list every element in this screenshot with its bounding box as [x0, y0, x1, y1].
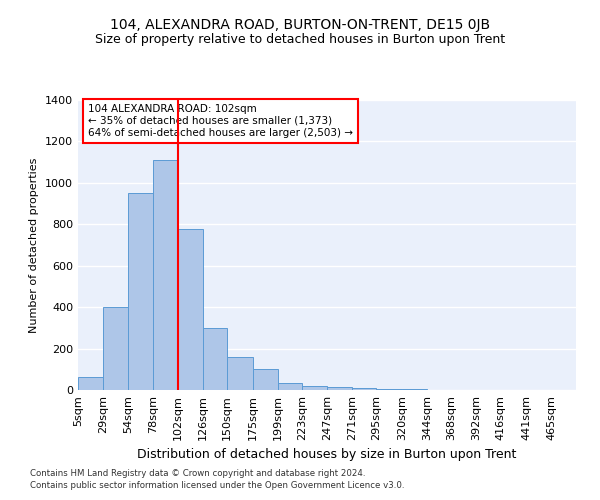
Bar	[128, 193, 153, 390]
Text: Size of property relative to detached houses in Burton upon Trent: Size of property relative to detached ho…	[95, 32, 505, 46]
Y-axis label: Number of detached properties: Number of detached properties	[29, 158, 40, 332]
Bar	[278, 383, 302, 390]
Text: 104 ALEXANDRA ROAD: 102sqm
← 35% of detached houses are smaller (1,373)
64% of s: 104 ALEXANDRA ROAD: 102sqm ← 35% of deta…	[88, 104, 353, 138]
Bar	[327, 387, 352, 390]
Bar	[253, 370, 278, 390]
Text: Contains public sector information licensed under the Open Government Licence v3: Contains public sector information licen…	[30, 481, 404, 490]
Text: 104, ALEXANDRA ROAD, BURTON-ON-TRENT, DE15 0JB: 104, ALEXANDRA ROAD, BURTON-ON-TRENT, DE…	[110, 18, 490, 32]
Bar	[103, 307, 128, 390]
X-axis label: Distribution of detached houses by size in Burton upon Trent: Distribution of detached houses by size …	[137, 448, 517, 462]
Bar	[203, 328, 227, 390]
Bar	[153, 160, 178, 390]
Bar	[178, 230, 203, 390]
Bar	[227, 357, 253, 390]
Text: Contains HM Land Registry data © Crown copyright and database right 2024.: Contains HM Land Registry data © Crown c…	[30, 468, 365, 477]
Bar	[352, 388, 376, 390]
Bar	[376, 389, 402, 390]
Bar	[78, 376, 103, 390]
Bar	[302, 386, 327, 390]
